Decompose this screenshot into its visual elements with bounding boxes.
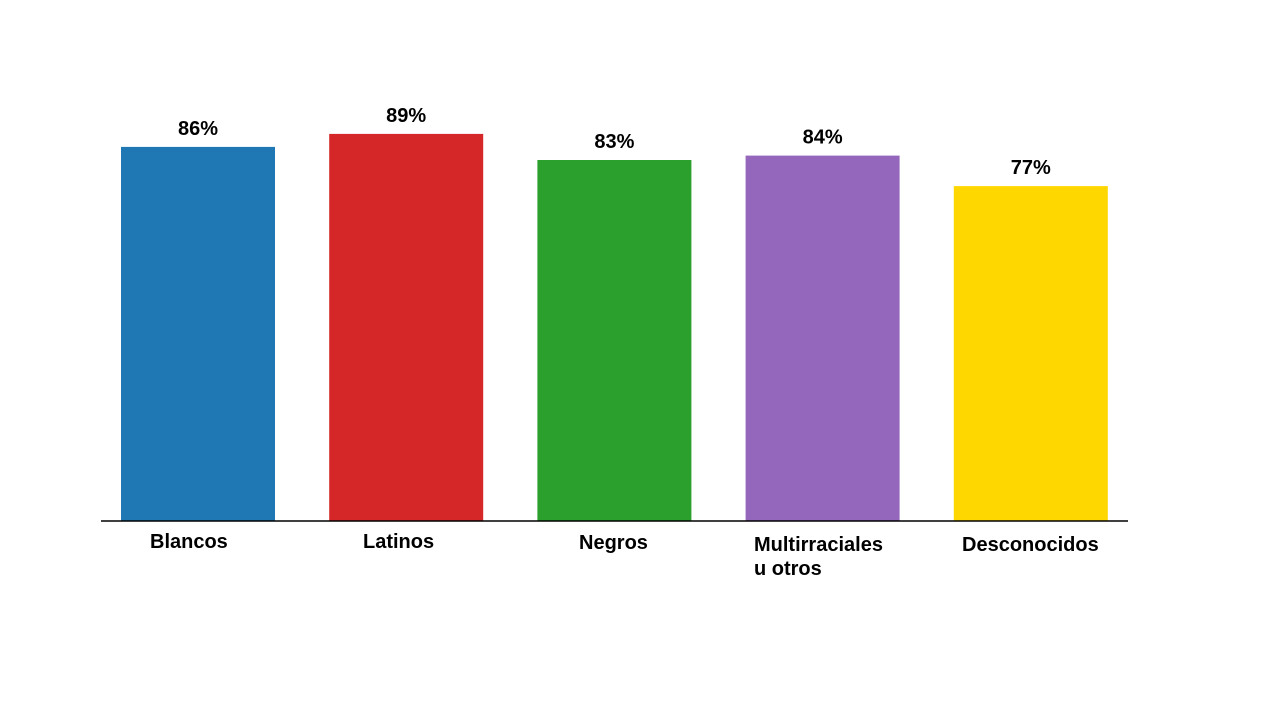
category-label-2: Negros (579, 532, 648, 554)
category-label-3: Multirraciales u otros (754, 534, 883, 580)
bars-group (121, 133, 1108, 521)
bar-0 (121, 146, 275, 521)
category-label-0: Blancos (150, 531, 228, 553)
category-label-4: Desconocidos (962, 534, 1099, 556)
bar-value-label-2: 83% (594, 131, 634, 153)
category-label-line-0-0: Blancos (150, 531, 228, 553)
category-label-line-4-0: Desconocidos (962, 534, 1099, 556)
bar-value-label-4: 77% (1011, 157, 1051, 179)
bar-4 (953, 186, 1108, 521)
value-labels-group: 86% 89% 83% 84% 77% (178, 105, 1051, 179)
category-label-line-3-1: u otros (754, 558, 822, 580)
category-label-line-2-0: Negros (579, 532, 648, 554)
bar-1 (329, 133, 484, 521)
category-label-line-1-0: Latinos (363, 531, 434, 553)
bar-2 (537, 160, 692, 521)
category-label-line-3-0: Multirraciales (754, 534, 883, 556)
category-labels-group: Blancos Latinos Negros Multirraciales u otro… (150, 531, 1099, 580)
bar-3 (745, 155, 900, 521)
category-label-1: Latinos (363, 531, 434, 553)
bar-value-label-1: 89% (386, 105, 426, 127)
bar-value-label-0: 86% (178, 118, 218, 140)
bar-value-label-3: 84% (803, 127, 843, 149)
